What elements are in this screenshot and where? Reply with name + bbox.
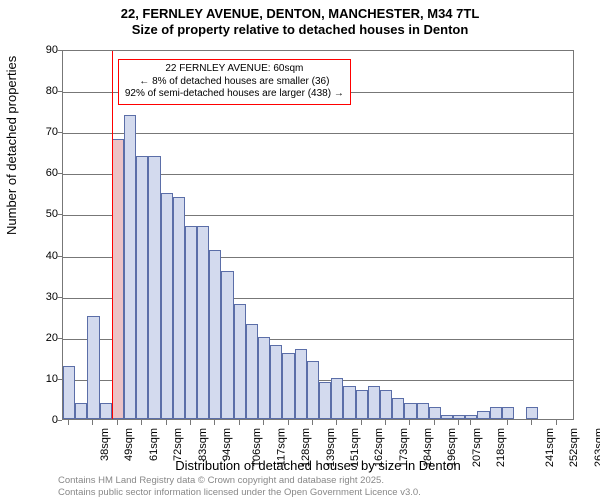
xtick-label: 61sqm <box>148 428 160 461</box>
footer-attribution: Contains HM Land Registry data © Crown c… <box>58 475 421 498</box>
histogram-bar <box>161 193 173 419</box>
xtick-mark <box>239 420 240 425</box>
xtick-label: 38sqm <box>99 428 111 461</box>
histogram-bar <box>477 411 489 419</box>
footer-line-1: Contains HM Land Registry data © Crown c… <box>58 475 421 486</box>
xtick-label: 263sqm <box>593 428 600 467</box>
histogram-bar <box>368 386 380 419</box>
histogram-bar <box>185 226 197 419</box>
histogram-bar <box>319 382 331 419</box>
histogram-bar <box>246 324 258 419</box>
xtick-label: 83sqm <box>197 428 209 461</box>
xtick-mark <box>556 420 557 425</box>
xtick-mark <box>288 420 289 425</box>
xtick-mark <box>214 420 215 425</box>
footer-line-2: Contains public sector information licen… <box>58 487 421 498</box>
histogram-bar <box>112 139 124 419</box>
histogram-bar <box>197 226 209 419</box>
histogram-bar <box>417 403 429 419</box>
chart-container: 22, FERNLEY AVENUE, DENTON, MANCHESTER, … <box>0 0 600 500</box>
xtick-mark <box>166 420 167 425</box>
plot-area: 22 FERNLEY AVENUE: 60sqm← 8% of detached… <box>62 50 574 420</box>
xtick-mark <box>409 420 410 425</box>
xtick-mark <box>68 420 69 425</box>
xtick-mark <box>385 420 386 425</box>
ytick-label: 80 <box>18 85 58 97</box>
xtick-mark <box>470 420 471 425</box>
ytick-label: 50 <box>18 208 58 220</box>
ytick-label: 90 <box>18 44 58 56</box>
title-line-2: Size of property relative to detached ho… <box>0 22 600 38</box>
xtick-mark <box>531 420 532 425</box>
info-box: 22 FERNLEY AVENUE: 60sqm← 8% of detached… <box>118 59 351 105</box>
histogram-bar <box>404 403 416 419</box>
xtick-mark <box>458 420 459 425</box>
ytick-label: 10 <box>18 373 58 385</box>
histogram-bar <box>453 415 465 419</box>
histogram-bar <box>124 115 136 419</box>
histogram-bar <box>258 337 270 419</box>
histogram-bar <box>526 407 538 419</box>
xtick-mark <box>312 420 313 425</box>
histogram-bar <box>270 345 282 419</box>
histogram-bar <box>136 156 148 419</box>
info-box-line: ← 8% of detached houses are smaller (36) <box>125 76 344 89</box>
histogram-bar <box>100 403 112 419</box>
xtick-mark <box>361 420 362 425</box>
xtick-mark <box>141 420 142 425</box>
xtick-mark <box>190 420 191 425</box>
histogram-bar <box>63 366 75 419</box>
gridline <box>63 133 573 134</box>
histogram-bar <box>209 250 221 419</box>
xtick-mark <box>263 420 264 425</box>
histogram-bar <box>282 353 294 419</box>
histogram-bar <box>221 271 233 419</box>
histogram-bar <box>343 386 355 419</box>
chart-title: 22, FERNLEY AVENUE, DENTON, MANCHESTER, … <box>0 6 600 39</box>
marker-line <box>112 51 113 419</box>
histogram-bar <box>307 361 319 419</box>
xtick-mark <box>117 420 118 425</box>
histogram-bar <box>295 349 307 419</box>
histogram-bar <box>75 403 87 419</box>
histogram-bar <box>465 415 477 419</box>
histogram-bar <box>429 407 441 419</box>
histogram-bar <box>356 390 368 419</box>
y-axis-ticks: 0102030405060708090 <box>0 50 62 420</box>
histogram-bar <box>380 390 392 419</box>
histogram-bar <box>87 316 99 419</box>
title-line-1: 22, FERNLEY AVENUE, DENTON, MANCHESTER, … <box>0 6 600 22</box>
xtick-mark <box>92 420 93 425</box>
info-box-line: 22 FERNLEY AVENUE: 60sqm <box>125 63 344 76</box>
histogram-bar <box>502 407 514 419</box>
xtick-mark <box>434 420 435 425</box>
ytick-label: 40 <box>18 250 58 262</box>
histogram-bar <box>148 156 160 419</box>
histogram-bar <box>234 304 246 419</box>
xtick-label: 72sqm <box>172 428 184 461</box>
xtick-mark <box>336 420 337 425</box>
info-box-line: 92% of semi-detached houses are larger (… <box>125 88 344 101</box>
histogram-bar <box>331 378 343 419</box>
histogram-bar <box>490 407 502 419</box>
ytick-label: 0 <box>18 414 58 426</box>
ytick-label: 30 <box>18 291 58 303</box>
x-axis-label: Distribution of detached houses by size … <box>62 458 574 473</box>
histogram-bar <box>173 197 185 419</box>
ytick-label: 20 <box>18 332 58 344</box>
ytick-label: 70 <box>18 126 58 138</box>
xtick-label: 94sqm <box>221 428 233 461</box>
histogram-bar <box>392 398 404 419</box>
xtick-label: 49sqm <box>124 428 136 461</box>
histogram-bar <box>441 415 453 419</box>
ytick-label: 60 <box>18 167 58 179</box>
xtick-mark <box>507 420 508 425</box>
